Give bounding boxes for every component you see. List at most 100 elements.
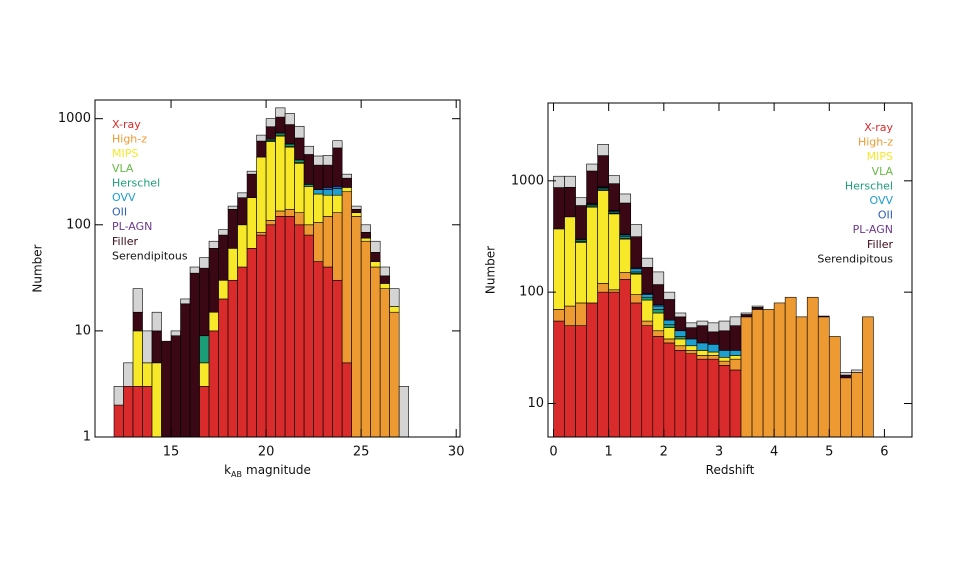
bar-segment: [729, 350, 742, 356]
bar-segment: [218, 298, 229, 438]
bar-segment: [840, 372, 852, 376]
bar-segment: [608, 175, 620, 184]
bar-segment: [284, 113, 295, 125]
bar-segment: [322, 194, 333, 217]
bar-segment: [663, 291, 676, 300]
bar-segment: [256, 231, 267, 236]
bar-segment: [575, 197, 587, 206]
bar-segment: [674, 338, 687, 347]
histogram-chart: 0 1 2 3 4 5 6 10 100 1000 Number Redshift X-ray High-…: [484, 102, 913, 477]
x-tick-label: 25: [353, 445, 370, 460]
bar-segment: [275, 107, 286, 118]
bar-segment: [740, 312, 753, 315]
bar-segment: [360, 240, 371, 438]
bar-segment: [575, 325, 587, 438]
bar-segment: [597, 291, 609, 438]
bar-segment: [806, 296, 819, 438]
bar-segment: [256, 140, 267, 158]
bar-segment: [237, 197, 248, 226]
bar-segment: [275, 210, 286, 217]
legend-label: Herschel: [112, 176, 160, 189]
bar-segment: [828, 336, 841, 438]
bar-segment: [303, 145, 314, 155]
bar-segment: [294, 137, 305, 161]
bar-segment: [294, 212, 305, 226]
bar-segment: [132, 330, 143, 387]
bar-segment: [652, 305, 665, 310]
bar-segment: [696, 325, 709, 344]
bar-segment: [218, 229, 229, 236]
bar-segment: [652, 312, 665, 332]
bar-segment: [313, 164, 324, 190]
bar-segment: [265, 141, 276, 221]
bar-segment: [740, 314, 753, 318]
bar-segment: [313, 261, 324, 438]
bar-segment: [685, 345, 698, 351]
bar-segment: [123, 362, 134, 387]
bar-segment: [619, 193, 632, 204]
bar-segment: [227, 279, 238, 438]
legend-label: Filler: [112, 235, 138, 248]
bar-segment: [332, 188, 343, 196]
histogram-chart: 15 20 25 30 1 10 100 1000 Number kAB magnitude X-ra…: [31, 99, 465, 479]
legend-label: MIPS: [112, 147, 138, 160]
bar-segment: [265, 224, 276, 438]
bar-segment: [246, 248, 257, 438]
legend-label: PL-AGN: [112, 220, 152, 233]
bar-segment: [851, 372, 863, 438]
bar-segment: [360, 237, 371, 242]
bar-segment: [332, 279, 343, 438]
bar-segment: [142, 330, 153, 364]
bar-segment: [729, 369, 742, 438]
bar-segment: [303, 186, 314, 226]
bar-segment: [641, 325, 654, 438]
x-tick-label: 30: [448, 445, 465, 460]
bar-segment: [641, 320, 654, 326]
bar-segment: [685, 350, 698, 355]
bar-segment: [674, 336, 687, 340]
bar-segment: [398, 386, 409, 438]
bar-segment: [227, 205, 238, 210]
legend-label: MIPS: [867, 150, 893, 163]
bar-segment: [379, 288, 390, 438]
bar-segment: [685, 338, 698, 347]
bar-segment: [113, 404, 124, 438]
legend-label: X-ray: [112, 118, 141, 131]
bar-segment: [707, 322, 720, 333]
bar-segment: [575, 205, 587, 240]
bar-segment: [575, 302, 587, 326]
bar-segment: [729, 316, 742, 326]
bar-segment: [674, 312, 687, 318]
bar-segment: [246, 170, 257, 175]
bar-segment: [696, 350, 709, 356]
bar-segment: [586, 163, 598, 172]
bar-segment: [564, 305, 576, 326]
x-tick-label: 3: [715, 445, 723, 460]
bar-segment: [641, 299, 654, 322]
bar-segment: [751, 305, 764, 308]
bar-segment: [351, 216, 362, 438]
y-tick-label: 10: [527, 396, 544, 411]
bar-segment: [740, 316, 753, 438]
bar-segment: [322, 266, 333, 438]
bar-segment: [840, 374, 852, 379]
bar-segment: [553, 187, 565, 230]
bar-segment: [265, 118, 276, 128]
bar-segment: [718, 320, 731, 332]
bar-segment: [151, 362, 162, 438]
bar-segment: [840, 377, 852, 438]
bar-segment: [696, 355, 709, 360]
bar-segment: [237, 192, 248, 199]
bar-segment: [351, 208, 362, 213]
bar-segment: [113, 386, 124, 406]
bar-segment: [189, 272, 200, 438]
legend-label: Filler: [867, 238, 893, 251]
bar-segment: [674, 330, 687, 337]
bar-segment: [553, 320, 565, 438]
bar-segment: [341, 187, 352, 193]
bar-segment: [180, 303, 191, 438]
bar-segment: [313, 222, 324, 262]
bar-segment: [718, 330, 731, 351]
x-tick-label: 6: [880, 445, 888, 460]
bar-segment: [208, 311, 219, 332]
